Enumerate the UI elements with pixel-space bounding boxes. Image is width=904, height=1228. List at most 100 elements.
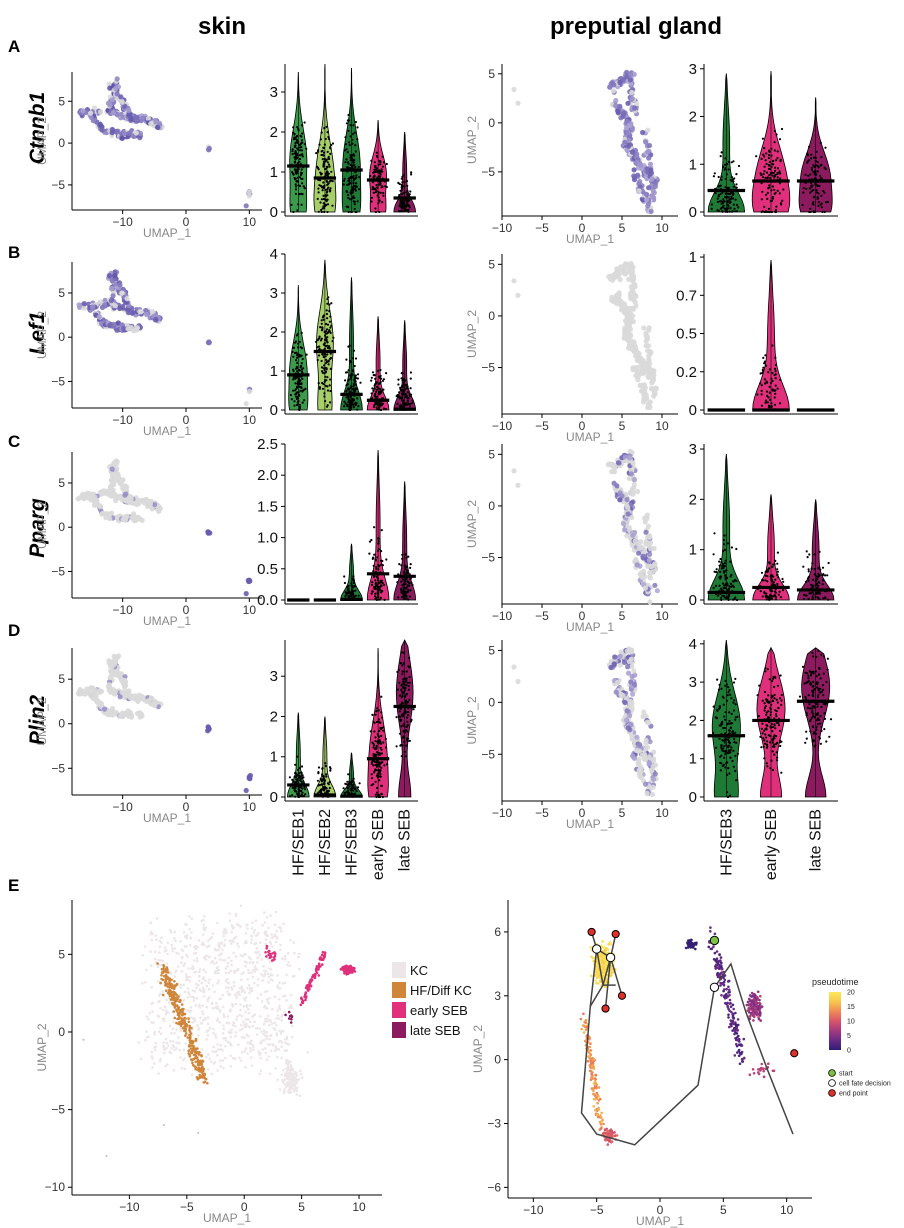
violin-point [409,720,412,723]
violin-point [352,161,355,164]
violin-point [405,565,408,569]
violin-point [376,732,379,736]
violin-point [767,396,770,399]
violin-point [380,529,383,532]
violin-point [328,165,331,168]
y-tick-label: 0 [58,717,65,731]
violin-point [814,156,818,159]
violin-point [321,316,324,319]
violin-point [398,391,401,394]
violin-point [381,201,384,204]
violin-point [401,372,404,375]
violin-point [291,350,294,353]
violin-point [374,592,377,595]
violin-point [301,182,304,185]
violin-point [343,575,346,578]
violin-point [297,355,300,358]
umap-point [109,705,116,712]
violin-point [774,356,777,359]
umap-point [627,310,634,316]
violin-point [376,556,379,559]
violin-point [773,149,776,152]
violin-point [810,168,814,172]
umap-point [621,77,627,83]
violin-point [401,203,404,206]
violin-point [774,373,777,376]
y-tick-label: −5 [481,361,495,375]
violin-point [779,202,783,205]
umap-point [651,393,657,399]
violin-point [351,590,354,594]
violin-point [375,170,378,173]
violin-point [356,200,359,203]
violin-point [380,752,383,755]
violin-point [348,198,352,201]
violin-point [409,377,412,380]
y-tick-label: 3 [270,668,278,685]
violin-point [399,199,402,202]
violin-point [403,594,406,598]
violin-point [727,588,730,591]
violin-point [772,595,775,598]
violin-point [729,206,732,209]
violin-point [322,318,325,321]
violin-point [400,183,403,186]
violin-point [802,187,805,190]
violin-point [328,786,331,790]
violin-point [291,778,294,782]
violin-point [771,197,774,200]
violin-point [348,143,351,147]
violin-point [764,159,767,162]
umap-point [149,506,155,512]
violin-point [329,401,332,404]
violin-point [356,126,359,129]
violin-point [373,387,376,390]
violin-point [773,141,776,144]
violin-point [409,387,412,390]
violin-point [330,170,333,173]
violin-point [382,161,385,164]
violin-point [322,146,326,150]
violin-point [396,402,399,405]
violin-point [774,392,777,395]
violin-point [821,566,825,569]
violin-point [297,203,300,206]
umap-point [631,476,638,483]
violin-point [770,405,774,408]
violin-point [763,591,766,594]
umap-point [626,525,632,531]
violin-point [721,594,724,597]
violin-point [374,736,377,739]
violin-point [326,183,329,186]
violin-point [810,166,814,170]
violin-point [347,378,350,381]
violin-point [380,584,383,587]
violin-point [812,188,815,192]
violin-point [755,155,758,158]
umap-point [243,591,249,597]
violin-point [769,575,773,578]
umap-point [622,139,628,145]
violin-point [347,193,350,197]
violin-point [294,142,297,145]
violin-point [400,177,403,180]
violin-point [299,171,303,174]
violin-point [300,153,303,156]
violin-point [398,203,402,206]
umap-point [80,688,86,694]
violin-point [732,180,735,183]
violin-point [356,373,360,376]
violin-point [348,590,351,593]
violin-point [356,408,359,411]
y-tick-label: 0 [689,592,697,609]
umap-point [632,105,638,111]
violin-point [806,577,810,580]
violin-point [326,346,329,349]
umap-point [628,340,634,346]
violin-point [375,408,379,411]
violin-point [777,576,780,579]
violin-point [774,363,778,367]
violin-point [384,185,387,188]
